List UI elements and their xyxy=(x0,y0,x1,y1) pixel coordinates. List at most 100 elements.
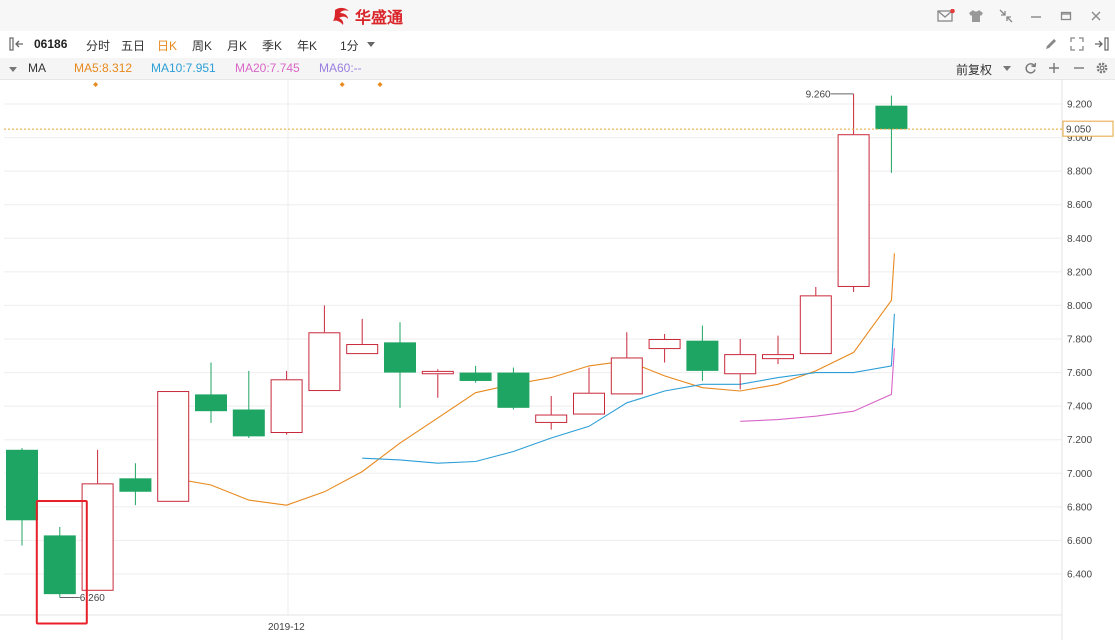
candle-body xyxy=(384,342,416,373)
candle-body xyxy=(346,344,379,355)
chart-toolbar: 06186 分时 五日 日K 周K 月K 季K 年K 1分 xyxy=(0,31,1115,59)
event-marker-icon xyxy=(339,82,345,87)
candle xyxy=(875,95,908,173)
tab-weekly-k[interactable]: 周K xyxy=(192,39,213,53)
candle xyxy=(762,335,794,365)
collapse-right-icon[interactable] xyxy=(1092,35,1110,53)
chart-overlays: 9.050 9.260 6.260 xyxy=(4,82,1114,625)
adjust-dropdown-icon[interactable] xyxy=(998,59,1016,77)
y-tick-label: 6.600 xyxy=(1067,536,1092,547)
candle xyxy=(346,318,379,355)
zoom-in-icon[interactable] xyxy=(1045,59,1063,77)
y-tick-label: 7.600 xyxy=(1067,368,1092,379)
y-tick-label: 7.400 xyxy=(1067,402,1092,413)
candle xyxy=(232,370,265,439)
candle xyxy=(157,391,190,502)
indicator-name[interactable]: MA xyxy=(28,61,46,75)
candle xyxy=(573,367,605,415)
candle-body xyxy=(270,379,303,433)
pencil-draw-icon[interactable] xyxy=(1042,35,1060,53)
y-tick-label: 9.000 xyxy=(1067,133,1092,144)
tab-quarterly-k[interactable]: 季K xyxy=(262,39,283,53)
ma60-value: MA60:-- xyxy=(319,61,362,75)
settings-gear-icon[interactable] xyxy=(1093,59,1111,77)
shirt-skin-icon[interactable] xyxy=(961,5,991,27)
indicator-bar: MA MA5:8.312 MA10:7.951 MA20:7.745 MA60:… xyxy=(0,58,1115,80)
zoom-out-icon[interactable] xyxy=(1070,59,1088,77)
shrink-icon[interactable] xyxy=(991,5,1021,27)
tab-daily-k[interactable]: 日K xyxy=(157,39,178,53)
candle xyxy=(799,286,832,355)
app-name: 华盛通 xyxy=(355,8,404,27)
candle xyxy=(497,367,530,410)
mail-icon[interactable] xyxy=(931,5,961,27)
ma20-line xyxy=(740,348,895,422)
candle-body xyxy=(308,332,341,392)
tab-timeshare[interactable]: 分时 xyxy=(86,39,111,53)
ma5-line xyxy=(173,253,895,506)
tab-yearly-k[interactable]: 年K xyxy=(297,39,318,53)
collapse-left-icon[interactable] xyxy=(8,35,26,53)
candle-body xyxy=(535,414,568,423)
maximize-icon[interactable] xyxy=(1051,5,1081,27)
candle xyxy=(686,325,719,381)
close-icon[interactable] xyxy=(1081,5,1111,27)
period-dropdown-icon[interactable] xyxy=(362,35,380,53)
candle-body xyxy=(497,372,530,408)
candlestick-chart[interactable]: 6.400 6.600 6.800 7.000 7.200 7.400 7.600 7.800… xyxy=(0,79,1115,641)
y-tick-label: 8.600 xyxy=(1067,200,1092,211)
candle xyxy=(610,332,643,395)
current-price-box xyxy=(1062,120,1114,137)
x-tick-label: 2019-12 xyxy=(268,622,305,633)
candle-body xyxy=(119,478,152,492)
candle xyxy=(6,448,38,546)
y-tick-label: 7.000 xyxy=(1067,469,1092,480)
candle xyxy=(421,369,454,398)
candle xyxy=(724,339,757,390)
adjust-mode-select[interactable]: 前复权 xyxy=(956,63,993,77)
candle-body xyxy=(232,409,265,437)
candle xyxy=(384,322,416,408)
y-tick-label: 8.800 xyxy=(1067,167,1092,178)
y-tick-label: 6.800 xyxy=(1067,502,1092,513)
candle-body xyxy=(686,340,719,371)
ma10-line xyxy=(362,313,895,464)
candle xyxy=(535,396,568,430)
candle-body xyxy=(195,394,227,412)
y-axis: 6.400 6.600 6.800 7.000 7.200 7.400 7.600 7.800… xyxy=(268,100,1092,634)
candle-body xyxy=(762,354,794,360)
candle-body xyxy=(799,295,832,355)
candle-body xyxy=(648,339,681,350)
ma5-value: MA5:8.312 xyxy=(74,61,133,75)
candles xyxy=(6,93,908,598)
y-tick-label: 8.200 xyxy=(1067,267,1092,278)
y-tick-label: 7.200 xyxy=(1067,435,1092,446)
current-price-label: 9.050 xyxy=(1066,125,1091,136)
candle-body xyxy=(610,357,643,395)
stock-code: 06186 xyxy=(34,37,68,51)
candle xyxy=(648,333,681,363)
candle-body xyxy=(6,449,38,521)
y-tick-label: 7.800 xyxy=(1067,335,1092,346)
y-tick-label: 9.200 xyxy=(1067,100,1092,111)
grid xyxy=(0,79,1063,640)
candle xyxy=(43,527,76,598)
candle xyxy=(195,362,227,423)
candle-body xyxy=(157,391,190,502)
candle xyxy=(837,93,870,292)
low-label: 6.260 xyxy=(80,593,105,604)
candle-body xyxy=(421,370,454,375)
candle-body xyxy=(724,354,757,375)
tab-monthly-k[interactable]: 月K xyxy=(227,39,248,53)
tab-five-day[interactable]: 五日 xyxy=(121,39,146,53)
candle-body xyxy=(837,134,870,287)
tab-one-minute[interactable]: 1分 xyxy=(340,39,359,53)
refresh-icon[interactable] xyxy=(1021,59,1039,77)
high-label: 9.260 xyxy=(806,89,831,100)
indicator-collapse-icon[interactable] xyxy=(4,60,22,78)
candle-body xyxy=(43,535,76,595)
fullscreen-icon[interactable] xyxy=(1068,35,1086,53)
minimize-icon[interactable] xyxy=(1021,5,1051,27)
ma10-value: MA10:7.951 xyxy=(151,61,216,75)
candle xyxy=(459,365,492,383)
